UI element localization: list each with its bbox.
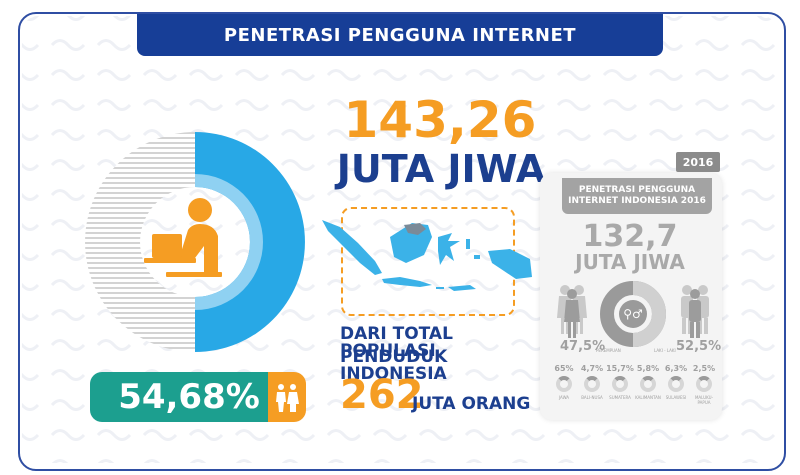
page-title: PENETRASI PENGGUNA INTERNET xyxy=(223,24,577,46)
population-value: 262 xyxy=(340,372,424,418)
region-percent: 5,8% xyxy=(636,364,660,373)
region-percent: 15,7% xyxy=(606,364,634,373)
region-item: 2,5% MALUKU-PAPUA xyxy=(690,364,718,406)
female-label: PEREMPUAN xyxy=(596,348,621,353)
card-title-line-1: PENETRASI PENGGUNA xyxy=(578,185,696,196)
region-ring-icon xyxy=(612,376,628,392)
region-ring-icon xyxy=(668,376,684,392)
region-item: 4,7% BALI-NUSA xyxy=(578,364,606,401)
male-label: LAKI - LAKI xyxy=(654,348,676,353)
region-name: KALIMANTAN xyxy=(635,395,661,400)
region-name: BALI-NUSA xyxy=(581,395,603,400)
region-percent: 65% xyxy=(554,364,574,373)
region-percent: 4,7% xyxy=(580,364,604,373)
people-icon-box xyxy=(268,372,306,422)
region-item: 15,7% SUMATERA xyxy=(606,364,634,401)
page-title-banner: PENETRASI PENGGUNA INTERNET xyxy=(137,14,663,56)
indonesia-map-icon xyxy=(322,220,532,291)
laptop-user-icon xyxy=(144,198,222,277)
card-title-line-2: INTERNET INDONESIA 2016 xyxy=(568,196,706,206)
region-percent: 2,5% xyxy=(692,364,716,373)
penetration-donut xyxy=(85,132,305,352)
card-2016-unit: JUTA JIWA xyxy=(575,250,685,274)
gender-illustration: ⚲♂ xyxy=(557,281,709,347)
penetration-percent-box: 54,68% xyxy=(90,372,288,422)
region-item: 65% JAWA xyxy=(550,364,578,401)
region-ring-icon xyxy=(556,376,572,392)
region-percent: 6,3% xyxy=(664,364,688,373)
card-2016-value: 132,7 xyxy=(582,219,678,254)
svg-text:⚲♂: ⚲♂ xyxy=(623,307,643,321)
card-2016-title: PENETRASI PENGGUNA INTERNET INDONESIA 20… xyxy=(562,178,712,214)
population-line-1: DARI TOTAL POPULASI xyxy=(340,324,453,361)
region-name: SUMATERA xyxy=(609,395,631,400)
donut-remaining-segment xyxy=(85,132,195,352)
people-icon xyxy=(276,384,299,412)
region-item: 5,8% KALIMANTAN xyxy=(634,364,662,401)
region-ring-icon xyxy=(696,376,712,392)
male-percent: 52,5% xyxy=(676,339,722,354)
region-name: SULAWESI xyxy=(665,395,687,400)
population-unit: JUTA ORANG xyxy=(412,394,531,414)
population-line-2: PENDUDUK INDONESIA xyxy=(340,347,448,384)
region-name: MALUKU-PAPUA xyxy=(694,395,714,405)
headline-unit: JUTA JIWA xyxy=(336,147,546,191)
gender-icon: ⚲♂ xyxy=(600,281,666,347)
female-percent: 47,5% xyxy=(560,339,606,354)
region-ring-icon xyxy=(584,376,600,392)
region-name: JAWA xyxy=(558,395,570,400)
region-breakdown: 65% JAWA 4,7% BALI-NUSA 15,7% SUMATERA 5… xyxy=(550,365,720,415)
year-tag: 2016 xyxy=(676,152,720,172)
penetration-percent: 54,68% xyxy=(118,377,260,417)
region-item: 6,3% SULAWESI xyxy=(662,364,690,401)
region-ring-icon xyxy=(640,376,656,392)
headline-value: 143,26 xyxy=(343,91,537,149)
